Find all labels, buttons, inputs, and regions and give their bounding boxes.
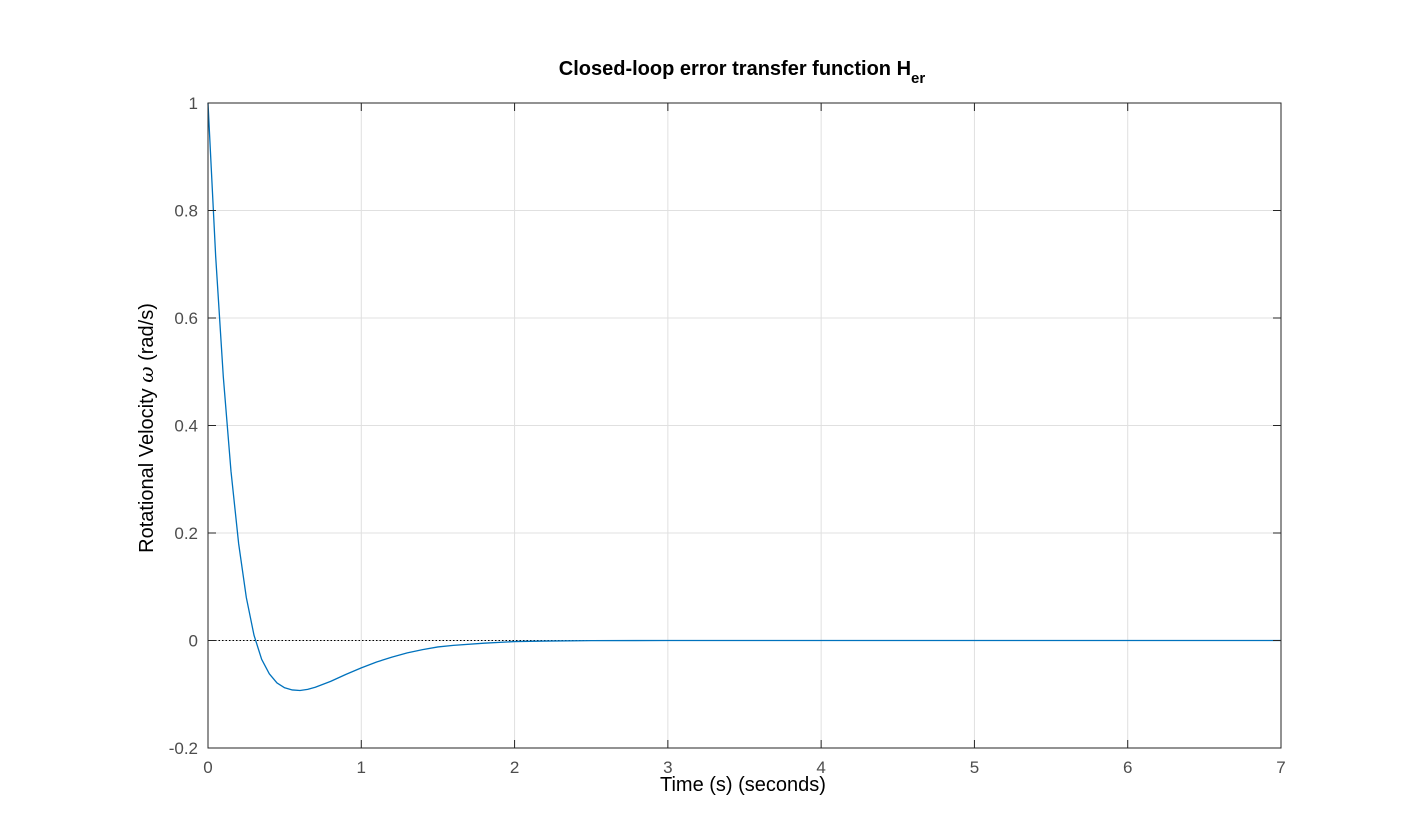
x-tick-label: 1 xyxy=(357,758,366,777)
x-tick-label: 0 xyxy=(203,758,212,777)
chart-title-main: Closed-loop error transfer function H xyxy=(559,58,911,80)
y-axis-label-suffix: (rad/s) xyxy=(136,303,158,366)
tick-marks xyxy=(207,102,1282,749)
y-axis-label: Rotational Velocity ω (rad/s) xyxy=(134,303,158,553)
x-tick-label: 5 xyxy=(970,758,979,777)
y-tick-label: -0.2 xyxy=(169,739,198,758)
chart-title: Closed-loop error transfer function Her xyxy=(559,58,926,87)
y-tick-label: 0.4 xyxy=(174,417,198,436)
x-tick-label: 2 xyxy=(510,758,519,777)
y-tick-label: 1 xyxy=(189,94,198,113)
chart-title-subscript: er xyxy=(911,70,925,87)
x-tick-label: 6 xyxy=(1123,758,1132,777)
y-tick-label: 0.8 xyxy=(174,202,198,221)
grid-lines xyxy=(208,103,1281,748)
x-tick-label: 4 xyxy=(816,758,825,777)
y-axis-label-symbol: ω xyxy=(134,366,158,382)
tick-labels: 0 1 2 3 4 5 6 7 -0.2 0 0.2 0.4 0.6 0.8 1 xyxy=(169,94,1286,777)
x-axis-label: Time (s) (seconds) xyxy=(660,774,826,796)
y-tick-label: 0.2 xyxy=(174,524,198,543)
y-tick-label: 0.6 xyxy=(174,309,198,328)
x-tick-label: 3 xyxy=(663,758,672,777)
x-tick-label: 7 xyxy=(1276,758,1285,777)
y-tick-label: 0 xyxy=(189,632,198,651)
series-line xyxy=(207,102,1281,692)
y-axis-label-prefix: Rotational Velocity xyxy=(136,383,158,553)
